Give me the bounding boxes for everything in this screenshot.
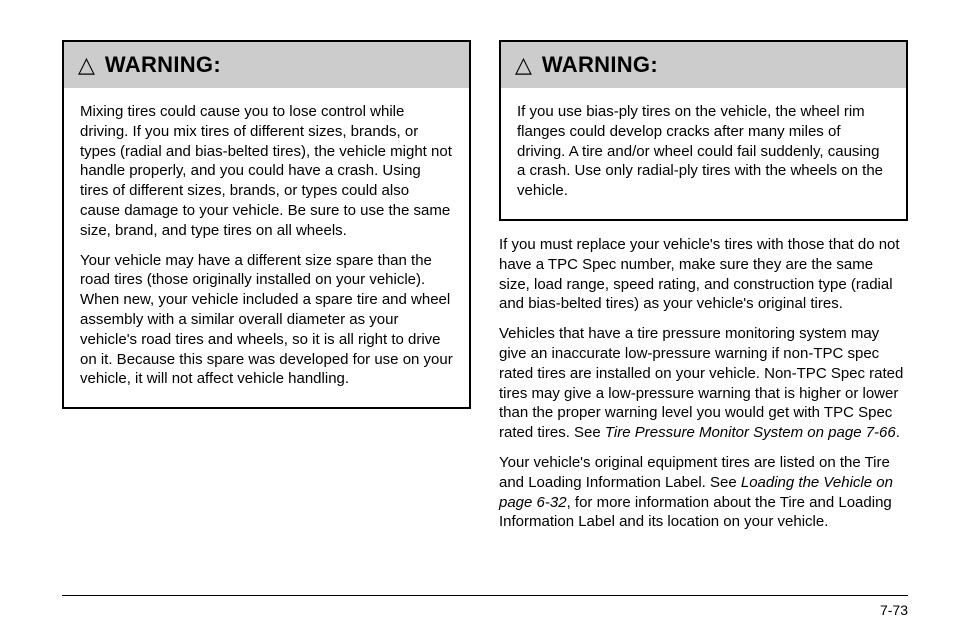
warning-header-right: △ WARNING:	[501, 42, 906, 88]
warning-label: WARNING:	[542, 52, 658, 78]
manual-page: △ WARNING: Mixing tires could cause you …	[0, 0, 954, 638]
body-paragraph: Vehicles that have a tire pressure monit…	[499, 324, 908, 443]
body-paragraph: If you must replace your vehicle's tires…	[499, 235, 908, 314]
two-column-layout: △ WARNING: Mixing tires could cause you …	[62, 40, 908, 532]
left-column: △ WARNING: Mixing tires could cause you …	[62, 40, 471, 532]
body-text-flow: If you must replace your vehicle's tires…	[499, 235, 908, 532]
body-paragraph: Your vehicle's original equipment tires …	[499, 453, 908, 532]
warning-icon: △	[78, 54, 95, 76]
warning-paragraph: Mixing tires could cause you to lose con…	[80, 102, 453, 241]
body-text: .	[896, 424, 900, 441]
cross-reference: Tire Pressure Monitor System on page 7-6…	[605, 424, 896, 441]
warning-label: WARNING:	[105, 52, 221, 78]
page-number: 7-73	[880, 602, 908, 618]
warning-box-right: △ WARNING: If you use bias-ply tires on …	[499, 40, 908, 221]
warning-box-left: △ WARNING: Mixing tires could cause you …	[62, 40, 471, 409]
right-column: △ WARNING: If you use bias-ply tires on …	[499, 40, 908, 532]
footer-rule	[62, 595, 908, 596]
warning-body-right: If you use bias-ply tires on the vehicle…	[501, 88, 906, 219]
warning-icon: △	[515, 54, 532, 76]
warning-paragraph: If you use bias-ply tires on the vehicle…	[517, 102, 890, 201]
warning-body-left: Mixing tires could cause you to lose con…	[64, 88, 469, 407]
warning-paragraph: Your vehicle may have a different size s…	[80, 251, 453, 390]
warning-header-left: △ WARNING:	[64, 42, 469, 88]
